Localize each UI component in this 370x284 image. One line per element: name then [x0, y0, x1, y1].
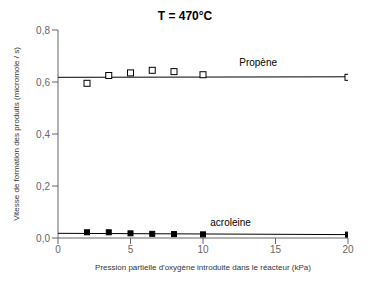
svg-text:15: 15 — [270, 244, 282, 255]
svg-text:0,8: 0,8 — [36, 25, 50, 36]
svg-text:acroleine: acroleine — [210, 217, 251, 228]
svg-text:0: 0 — [55, 244, 61, 255]
svg-text:0,0: 0,0 — [36, 233, 50, 244]
html-text:T = 470°C: T = 470°C — [157, 9, 213, 23]
svg-text:0,2: 0,2 — [36, 181, 50, 192]
svg-text:0,6: 0,6 — [36, 77, 50, 88]
svg-text:Propène: Propène — [239, 57, 277, 68]
svg-text:10: 10 — [197, 244, 209, 255]
svg-text:Pression partielle d'oxygène i: Pression partielle d'oxygène introduite … — [95, 263, 311, 272]
svg-text:0,4: 0,4 — [36, 129, 50, 140]
svg-text:20: 20 — [342, 244, 354, 255]
svg-text:5: 5 — [128, 244, 134, 255]
svg-text:Vitesse de formation des produ: Vitesse de formation des produits (micro… — [12, 47, 21, 221]
